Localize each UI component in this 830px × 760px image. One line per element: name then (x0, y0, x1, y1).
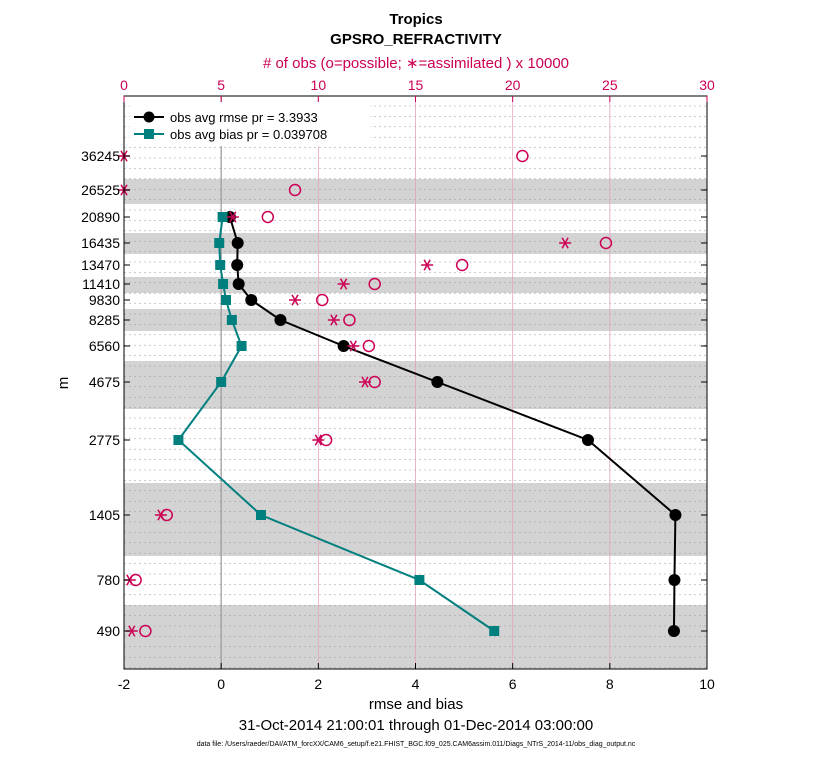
bias-point (489, 626, 500, 636)
y-tick-label: 20890 (81, 209, 120, 225)
obs-assimilated-marker (358, 376, 371, 388)
obs-possible-marker (139, 624, 152, 638)
top-x-tick-label: 5 (217, 77, 225, 93)
rmse-point (431, 376, 444, 388)
bias-point (414, 575, 425, 585)
top-x-tick-label: 25 (602, 77, 618, 93)
bias-point (215, 260, 226, 270)
y-tick-label: 780 (97, 572, 121, 588)
rmse-point (231, 259, 244, 271)
x-tick-label: -2 (118, 676, 131, 692)
legend-rmse-marker (143, 111, 155, 123)
rmse-point (581, 434, 594, 446)
bias-point (214, 238, 225, 248)
asterisk-stroke (330, 314, 338, 326)
y-tick-label: 26525 (81, 182, 120, 198)
asterisk-stroke (561, 237, 569, 249)
axes: -2 0 2 4 6 8 10 0 5 10 15 20 25 30 36245 26525 20890 1643… (81, 77, 715, 692)
bias-point (173, 435, 184, 445)
x-tick-label: 0 (217, 676, 225, 692)
obs-possible-marker (516, 149, 529, 163)
rmse-point (274, 314, 287, 326)
rmse-point (667, 625, 680, 637)
asterisk-stroke (361, 376, 369, 388)
bias-point (216, 377, 227, 387)
asterisk-stroke (128, 625, 136, 637)
bias-point (256, 510, 267, 520)
obs-assimilated-marker (421, 259, 434, 271)
bias-point (221, 295, 232, 305)
chart-subtitle: GPSRO_REFRACTIVITY (330, 31, 502, 48)
obs-assimilated-marker (337, 278, 350, 290)
x-tick-label: 8 (606, 676, 614, 692)
legend-bias-marker (144, 129, 154, 139)
y-tick-label: 1405 (89, 507, 120, 523)
date-range: 31-Oct-2014 21:00:01 through 01-Dec-2014… (239, 717, 593, 734)
x-tick-label: 4 (412, 676, 420, 692)
data-file-footnote: data file: /Users/raeder/DAI/ATM_forcXX/… (197, 741, 636, 748)
rmse-point (668, 574, 681, 586)
asterisk-stroke (349, 340, 357, 352)
obs-assimilated-marker (347, 340, 360, 352)
y-tick-label: 36245 (81, 148, 120, 164)
top-x-tick-label: 20 (505, 77, 521, 93)
y-tick-label: 8285 (89, 312, 120, 328)
y-tick-label: 6560 (89, 338, 120, 354)
chart-title: Tropics (389, 11, 442, 28)
obs-assimilated-marker (154, 509, 167, 521)
asterisk-stroke (157, 509, 165, 521)
obs-possible-marker (343, 313, 356, 327)
obs-possible-marker (288, 183, 302, 197)
obs-assimilated-marker (312, 434, 325, 446)
y-tick-label: 2775 (89, 432, 120, 448)
asterisk-stroke (314, 434, 322, 446)
x-tick-label: 6 (509, 676, 517, 692)
obs-possible-marker (368, 277, 381, 291)
asterisk-stroke (229, 211, 237, 223)
y-axis-label: m (55, 377, 72, 390)
top-x-tick-label: 10 (311, 77, 327, 93)
obs-possible-marker (599, 236, 613, 250)
legend: obs avg rmse pr = 3.3933 obs avg bias pr… (130, 102, 370, 146)
y-tick-label: 4675 (89, 374, 120, 390)
x-axis-label: rmse and bias (369, 696, 463, 713)
asterisk-stroke (291, 294, 299, 306)
obs-assimilated-marker (289, 294, 302, 306)
rmse-point (231, 237, 244, 249)
y-tick-label: 9830 (89, 292, 120, 308)
obs-possible-marker (315, 293, 329, 307)
rmse-point (232, 278, 245, 290)
obs-possible-marker (362, 339, 376, 353)
obs-possible-marker (261, 210, 275, 224)
x-tick-label: 10 (699, 676, 715, 692)
obs-assimilated-marker (559, 237, 572, 249)
obs-assimilated-marker (327, 314, 340, 326)
plot-series (118, 149, 682, 638)
y-tick-label: 13470 (81, 257, 120, 273)
rmse-point (669, 509, 682, 521)
legend-box (130, 102, 370, 146)
obs-possible-marker (455, 258, 469, 272)
bias-point (236, 341, 247, 351)
y-tick-label: 11410 (82, 276, 120, 292)
top-x-tick-label: 15 (408, 77, 424, 93)
rmse-point (245, 294, 258, 306)
legend-rmse-label: obs avg rmse pr = 3.3933 (170, 110, 318, 125)
bias-point (226, 315, 237, 325)
bias-point (217, 212, 228, 222)
x-tick-label: 2 (314, 676, 322, 692)
bias-point (218, 279, 229, 289)
top-axis-label: # of obs (o=possible; ∗=assimilated ) x … (263, 55, 569, 72)
top-x-tick-label: 30 (699, 77, 715, 93)
asterisk-stroke (423, 259, 431, 271)
y-tick-label: 16435 (81, 235, 120, 251)
top-x-tick-label: 0 (120, 77, 128, 93)
obs-assimilated-marker (226, 211, 239, 223)
rmse-point (337, 340, 350, 352)
y-tick-label: 490 (97, 623, 121, 639)
legend-bias-label: obs avg bias pr = 0.039708 (170, 127, 327, 142)
asterisk-stroke (339, 278, 348, 290)
